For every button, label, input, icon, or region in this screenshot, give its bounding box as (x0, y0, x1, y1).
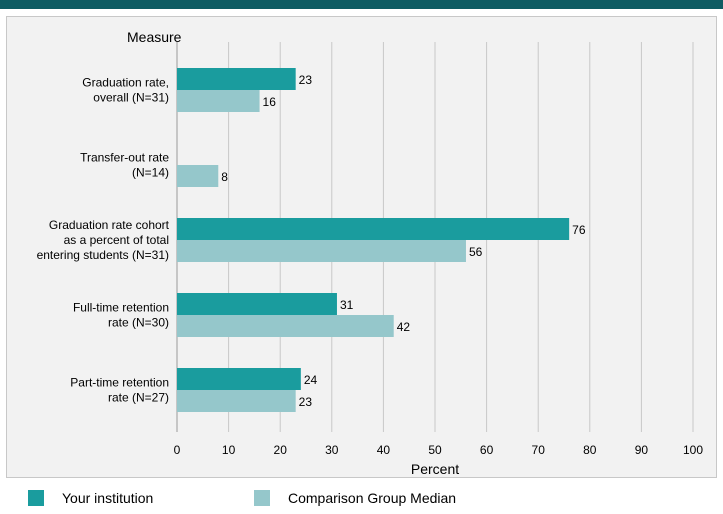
bar (177, 390, 296, 412)
data-label: 23 (299, 73, 313, 87)
chart-legend: Your institution Comparison Group Median (0, 486, 723, 514)
bar (177, 165, 219, 187)
data-label: 31 (340, 298, 354, 312)
legend-item-comparison: Comparison Group Median (254, 490, 456, 506)
data-label: 56 (469, 245, 483, 259)
data-label: 42 (397, 320, 411, 334)
x-tick-label: 20 (274, 443, 288, 457)
legend-swatch-institution (28, 490, 44, 506)
bar (177, 240, 466, 262)
category-label: Part-time retention (70, 376, 169, 390)
legend-swatch-comparison (254, 490, 270, 506)
bar (177, 68, 296, 90)
bar (177, 315, 394, 337)
x-tick-label: 100 (683, 443, 703, 457)
category-label: Graduation rate cohort (49, 218, 170, 232)
header-bar (0, 0, 723, 9)
x-tick-label: 80 (583, 443, 597, 457)
x-tick-label: 50 (428, 443, 442, 457)
bar (177, 368, 301, 390)
category-label: rate (N=27) (108, 391, 169, 405)
x-tick-label: 70 (532, 443, 546, 457)
x-axis-title: Percent (411, 461, 459, 477)
category-label: Full-time retention (73, 301, 169, 315)
category-label: Transfer-out rate (80, 151, 169, 165)
data-label: 76 (572, 223, 586, 237)
legend-label-institution: Your institution (62, 490, 154, 506)
bar (177, 293, 337, 315)
x-tick-label: 90 (635, 443, 649, 457)
bar (177, 90, 260, 112)
category-label: entering students (N=31) (37, 248, 169, 262)
category-label: Graduation rate, (82, 76, 169, 90)
data-label: 16 (263, 95, 277, 109)
y-axis-title: Measure (127, 29, 182, 45)
category-label: overall (N=31) (93, 91, 169, 105)
legend-label-comparison: Comparison Group Median (288, 490, 457, 506)
data-label: 8 (221, 170, 228, 184)
category-label: (N=14) (132, 166, 169, 180)
x-tick-label: 10 (222, 443, 236, 457)
category-label: as a percent of total (64, 233, 169, 247)
x-tick-label: 40 (377, 443, 391, 457)
legend-item-institution: Your institution (28, 490, 153, 506)
category-label: rate (N=30) (108, 316, 169, 330)
bar (177, 218, 570, 240)
x-tick-label: 0 (174, 443, 181, 457)
data-label: 24 (304, 373, 318, 387)
x-tick-label: 30 (325, 443, 339, 457)
bar-chart: 0 10 20 30 40 50 60 70 80 90 100 Measure Percent Grad… (37, 29, 704, 477)
data-label: 23 (299, 395, 313, 409)
x-tick-label: 60 (480, 443, 494, 457)
